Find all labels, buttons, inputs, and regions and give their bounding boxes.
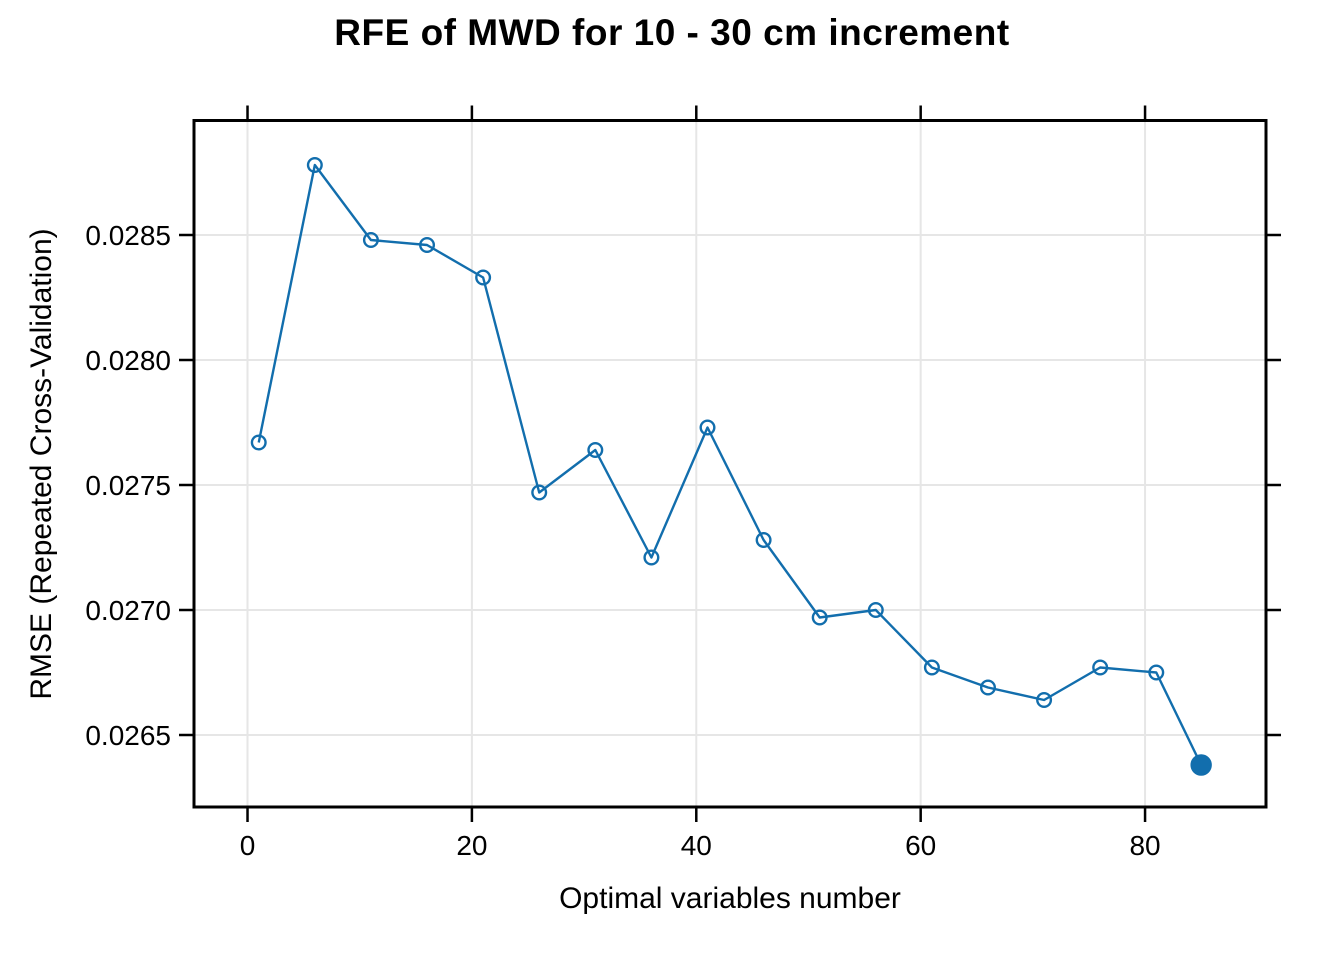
data-point-marker: [923, 659, 940, 676]
data-point-marker: [755, 532, 772, 549]
data-point-marker: [362, 231, 379, 248]
series-line: [257, 163, 1203, 766]
data-point-marker: [250, 434, 267, 451]
data-point-marker: [475, 269, 492, 286]
chart-title: RFE of MWD for 10 - 30 cm increment: [334, 12, 1010, 53]
y-tick-label: 0.0270: [85, 595, 171, 626]
data-point-marker: [531, 484, 548, 501]
x-tick-label: 0: [240, 830, 256, 861]
optimal-point-marker: [1190, 754, 1212, 776]
x-tick-label: 80: [1129, 830, 1160, 861]
plot-border: [192, 119, 1268, 809]
x-tick-label: 40: [681, 830, 712, 861]
data-point-marker: [1148, 664, 1165, 681]
data-point-marker: [306, 156, 323, 173]
data-point-marker: [643, 549, 660, 566]
y-axis-label: RMSE (Repeated Cross-Validation): [25, 228, 58, 700]
x-axis-label: Optimal variables number: [559, 882, 901, 915]
data-point-marker: [1092, 659, 1109, 676]
data-point-marker: [699, 419, 716, 436]
x-tick-label: 20: [456, 830, 487, 861]
data-point-marker: [1036, 692, 1053, 709]
data-point-marker: [811, 609, 828, 626]
y-tick-label: 0.0280: [85, 345, 171, 376]
y-tick-label: 0.0275: [85, 470, 171, 501]
y-tick-label: 0.0265: [85, 720, 171, 751]
y-tick-label: 0.0285: [85, 220, 171, 251]
data-point-marker: [867, 602, 884, 619]
data-point-marker: [979, 679, 996, 696]
data-point-marker: [419, 236, 436, 253]
x-tick-label: 60: [905, 830, 936, 861]
data-point-marker: [587, 442, 604, 459]
